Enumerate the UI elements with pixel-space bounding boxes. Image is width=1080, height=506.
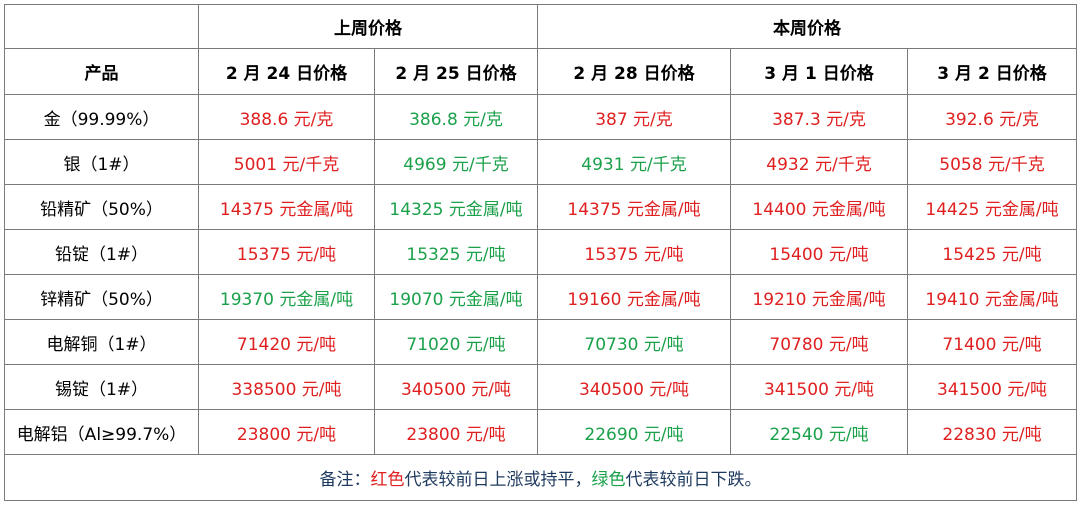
table-row: 银（1#） 5001 元/千克 4969 元/千克 4931 元/千克 4932 元/千… [4, 139, 1077, 185]
price-cell: 19070 元金属/吨 [374, 274, 538, 320]
price-cell: 15375 元/吨 [198, 229, 375, 275]
header-group-row: 上周价格 本周价格 [4, 4, 1077, 49]
note-prefix: 备注： [319, 470, 371, 490]
price-cell: 14375 元金属/吨 [198, 184, 375, 230]
price-cell: 392.6 元/克 [907, 94, 1077, 140]
table-row: 电解铜（1#） 71420 元/吨 71020 元/吨 70730 元/吨 70780 … [4, 319, 1077, 365]
price-cell: 387 元/克 [537, 94, 731, 140]
price-cell: 387.3 元/克 [730, 94, 908, 140]
note-green-word: 绿色 [591, 470, 626, 490]
price-cell: 71420 元/吨 [198, 319, 375, 365]
price-cell: 341500 元/吨 [907, 364, 1077, 410]
price-cell: 15325 元/吨 [374, 229, 538, 275]
price-cell: 15425 元/吨 [907, 229, 1077, 275]
table-row: 锌精矿（50%） 19370 元金属/吨 19070 元金属/吨 19160 元金属/… [4, 274, 1077, 320]
price-cell: 22540 元/吨 [730, 409, 908, 455]
header-date: 3 月 1 日价格 [730, 48, 908, 95]
product-name-cell: 铅精矿（50%） [4, 184, 199, 230]
price-cell: 388.6 元/克 [198, 94, 375, 140]
price-cell: 71400 元/吨 [907, 319, 1077, 365]
header-this-week: 本周价格 [537, 4, 1077, 49]
header-date: 2 月 25 日价格 [374, 48, 538, 95]
price-cell: 5058 元/千克 [907, 139, 1077, 185]
price-cell: 340500 元/吨 [537, 364, 731, 410]
price-cell: 15375 元/吨 [537, 229, 731, 275]
product-name-cell: 银（1#） [4, 139, 199, 185]
header-date-row: 产品 2 月 24 日价格 2 月 25 日价格 2 月 28 日价格 3 月 … [4, 48, 1077, 95]
price-cell: 4969 元/千克 [374, 139, 538, 185]
header-last-week: 上周价格 [198, 4, 538, 49]
price-cell: 341500 元/吨 [730, 364, 908, 410]
note-red-desc: 代表较前日上涨或持平， [404, 470, 592, 490]
product-name-cell: 电解铜（1#） [4, 319, 199, 365]
price-cell: 70730 元/吨 [537, 319, 731, 365]
table-row: 铅锭（1#） 15375 元/吨 15325 元/吨 15375 元/吨 15400 元… [4, 229, 1077, 275]
price-cell: 23800 元/吨 [198, 409, 375, 455]
price-cell: 386.8 元/克 [374, 94, 538, 140]
price-cell: 14425 元金属/吨 [907, 184, 1077, 230]
table-row: 铅精矿（50%） 14375 元金属/吨 14325 元金属/吨 14375 元金属/… [4, 184, 1077, 230]
price-cell: 71020 元/吨 [374, 319, 538, 365]
note-row: 备注：红色代表较前日上涨或持平，绿色代表较前日下跌。 [4, 454, 1077, 501]
product-name-cell: 电解铝（Al≥99.7%） [4, 409, 199, 455]
table-body: 金（99.99%） 388.6 元/克 386.8 元/克 387 元/克 387.3 … [4, 94, 1077, 501]
price-cell: 14375 元金属/吨 [537, 184, 731, 230]
price-cell: 70780 元/吨 [730, 319, 908, 365]
price-cell: 340500 元/吨 [374, 364, 538, 410]
price-cell: 19160 元金属/吨 [537, 274, 731, 320]
header-date: 3 月 2 日价格 [907, 48, 1077, 95]
price-cell: 15400 元/吨 [730, 229, 908, 275]
product-name-cell: 锌精矿（50%） [4, 274, 199, 320]
price-cell: 19370 元金属/吨 [198, 274, 375, 320]
note-green-desc: 代表较前日下跌。 [625, 470, 762, 490]
table-row: 电解铝（Al≥99.7%） 23800 元/吨 23800 元/吨 22690 元/吨… [4, 409, 1077, 455]
note-red-word: 红色 [370, 470, 405, 490]
header-empty-cell [4, 4, 199, 49]
price-cell: 4931 元/千克 [537, 139, 731, 185]
header-product: 产品 [4, 48, 199, 95]
product-name-cell: 金（99.99%） [4, 94, 199, 140]
price-cell: 23800 元/吨 [374, 409, 538, 455]
price-cell: 22830 元/吨 [907, 409, 1077, 455]
price-cell: 4932 元/千克 [730, 139, 908, 185]
price-cell: 338500 元/吨 [198, 364, 375, 410]
table-row: 锡锭（1#） 338500 元/吨 340500 元/吨 340500 元/吨 3415… [4, 364, 1077, 410]
product-name-cell: 锡锭（1#） [4, 364, 199, 410]
note-cell: 备注：红色代表较前日上涨或持平，绿色代表较前日下跌。 [4, 454, 1077, 501]
header-date: 2 月 24 日价格 [198, 48, 375, 95]
price-cell: 14400 元金属/吨 [730, 184, 908, 230]
header-date: 2 月 28 日价格 [537, 48, 731, 95]
price-cell: 22690 元/吨 [537, 409, 731, 455]
price-cell: 5001 元/千克 [198, 139, 375, 185]
price-cell: 14325 元金属/吨 [374, 184, 538, 230]
price-cell: 19410 元金属/吨 [907, 274, 1077, 320]
price-table: 上周价格 本周价格 产品 2 月 24 日价格 2 月 25 日价格 2 月 2… [4, 4, 1077, 501]
price-cell: 19210 元金属/吨 [730, 274, 908, 320]
product-name-cell: 铅锭（1#） [4, 229, 199, 275]
table-row: 金（99.99%） 388.6 元/克 386.8 元/克 387 元/克 387.3 … [4, 94, 1077, 140]
